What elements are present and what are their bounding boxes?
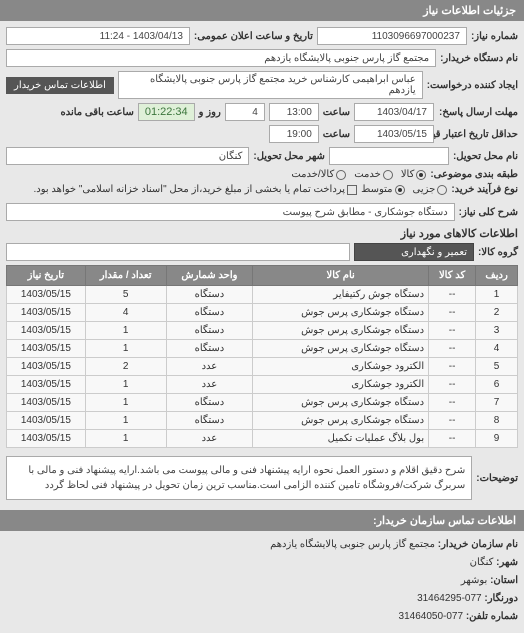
table-row: 3--دستگاه جوشکاری پرس جوشدستگاه11403/05/…	[7, 322, 518, 340]
items-table: ردیفکد کالانام کالاواحد شمارشتعداد / مقد…	[6, 265, 518, 448]
contact-panel-header: اطلاعات تماس سازمان خریدار:	[0, 510, 524, 531]
table-header: واحد شمارش	[166, 266, 253, 286]
group-extra	[6, 243, 350, 261]
need-no-label: شماره نیاز:	[471, 31, 518, 42]
days-label: روز و	[199, 107, 221, 118]
desc-value: شرح دقیق اقلام و دستور العمل نحوه ارایه …	[6, 456, 472, 500]
buyer-value: مجتمع گاز پارس جنوبی پالایشگاه یازدهم	[6, 49, 436, 67]
table-row: 6--الکترود جوشکاریعدد11403/05/15	[7, 376, 518, 394]
deadline-time: 13:00	[269, 103, 319, 121]
price-valid-label: حداقل تاریخ اعتبار قیمت:	[438, 129, 518, 140]
table-header: تاریخ نیاز	[7, 266, 86, 286]
time-label-1: ساعت	[323, 107, 350, 118]
delivery-city-value: کنگان	[6, 147, 249, 165]
need-no-value: 1103096697000237	[317, 27, 467, 45]
buy-mid-radio[interactable]: متوسط	[361, 184, 404, 195]
buy-type-label: نوع فرآیند خرید:	[451, 184, 518, 195]
category-label: طبقه بندی موضوعی:	[430, 169, 518, 180]
deadline-date: 1403/04/17	[354, 103, 434, 121]
time-label-2: ساعت	[323, 129, 350, 140]
table-row: 4--دستگاه جوشکاری پرس جوشدستگاه11403/05/…	[7, 340, 518, 358]
category-radio-group: کالا خدمت کالا/خدمت	[291, 169, 426, 180]
price-valid-time: 19:00	[269, 125, 319, 143]
table-row: 9--بول بلاگ عملیات تکمیلعدد11403/05/15	[7, 430, 518, 448]
panel-title: جزئیات اطلاعات نیاز	[423, 5, 516, 17]
contact-buyer-button[interactable]: اطلاعات تماس خریدار	[6, 77, 114, 94]
announce-value: 1403/04/13 - 11:24	[6, 27, 190, 45]
delivery-place-label: نام محل تحویل:	[453, 151, 518, 162]
buy-type-radio-group: جزیی متوسط	[361, 184, 447, 195]
table-header: تعداد / مقدار	[85, 266, 166, 286]
days-value: 4	[225, 103, 265, 121]
need-title-value: دستگاه جوشکاری - مطابق شرح پیوست	[6, 203, 455, 221]
cat-both-radio[interactable]: کالا/خدمت	[291, 169, 346, 180]
contact-section: نام سازمان خریدار: مجتمع گاز پارس جنوبی …	[0, 531, 524, 633]
buy-note-check[interactable]: پرداخت تمام یا بخشی از مبلغ خرید،از محل …	[33, 184, 357, 195]
items-section-title: اطلاعات کالاهای مورد نیاز	[6, 227, 518, 240]
buy-low-radio[interactable]: جزیی	[413, 184, 448, 195]
deadline-label: مهلت ارسال پاسخ:	[438, 107, 518, 118]
desc-label: توضیحات:	[476, 473, 518, 484]
remaining-time: 01:22:34	[138, 103, 195, 121]
table-row: 5--الکترود جوشکاریعدد21403/05/15	[7, 358, 518, 376]
table-header: کد کالا	[429, 266, 476, 286]
cat-goods-radio[interactable]: کالا	[401, 169, 427, 180]
table-header: ردیف	[476, 266, 518, 286]
table-row: 1--دستگاه جوش رکتیفایردستگاه51403/05/15	[7, 286, 518, 304]
table-row: 7--دستگاه جوشکاری پرس جوشدستگاه11403/05/…	[7, 394, 518, 412]
remaining-label: ساعت باقی مانده	[60, 107, 133, 118]
creator-label: ایجاد کننده درخواست:	[427, 80, 518, 91]
announce-label: تاریخ و ساعت اعلان عمومی:	[194, 31, 313, 42]
delivery-city-label: شهر محل تحویل:	[253, 151, 325, 162]
table-row: 8--دستگاه جوشکاری پرس جوشدستگاه11403/05/…	[7, 412, 518, 430]
buyer-label: نام دستگاه خریدار:	[440, 53, 518, 64]
need-title-label: شرح کلی نیاز:	[459, 207, 518, 218]
group-value: تعمیر و نگهداری	[354, 243, 474, 261]
group-label: گروه کالا:	[478, 247, 518, 258]
creator-value: عباس ابراهیمی کارشناس خرید مجتمع گاز پار…	[118, 71, 423, 99]
table-row: 2--دستگاه جوشکاری پرس جوشدستگاه41403/05/…	[7, 304, 518, 322]
details-content: شماره نیاز: 1103096697000237 تاریخ و ساع…	[0, 21, 524, 510]
table-header: نام کالا	[253, 266, 429, 286]
delivery-place-value	[329, 147, 449, 165]
cat-service-radio[interactable]: خدمت	[354, 169, 393, 180]
panel-header: جزئیات اطلاعات نیاز	[0, 0, 524, 21]
contact-section-title: اطلاعات تماس سازمان خریدار:	[373, 515, 516, 527]
price-valid-date: 1403/05/15	[354, 125, 434, 143]
